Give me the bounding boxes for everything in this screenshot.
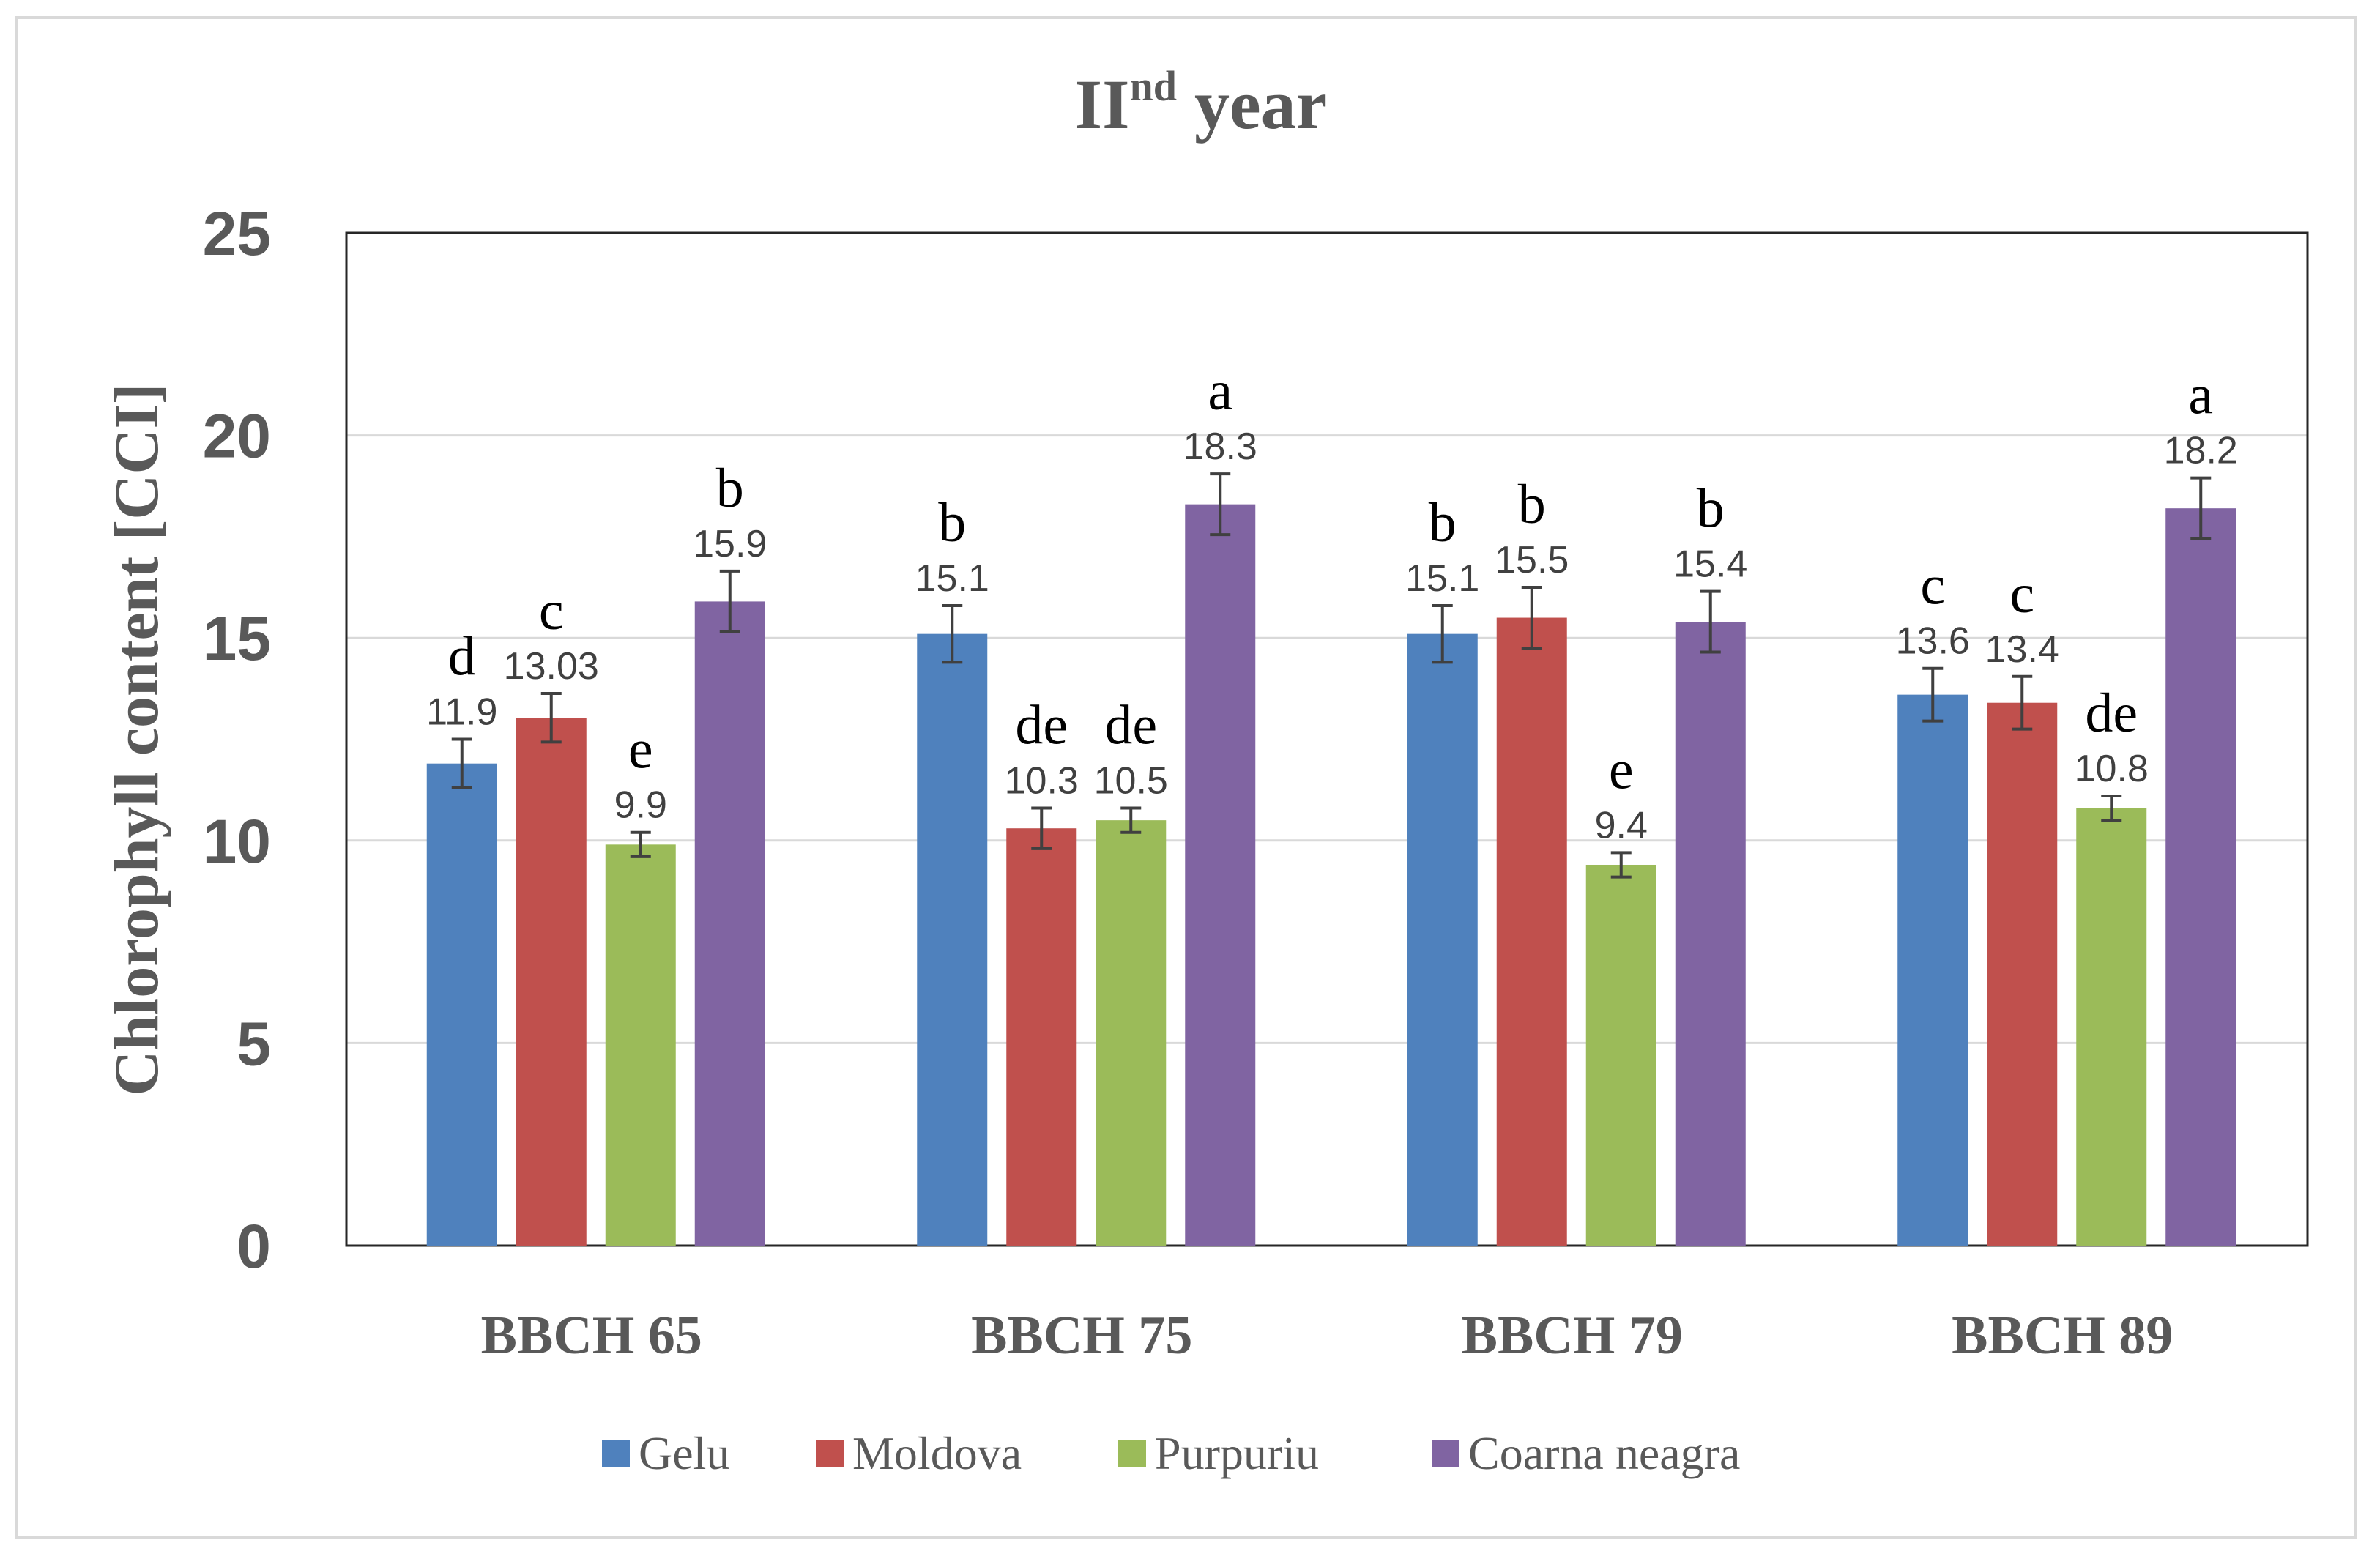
significance-letter: b <box>716 458 744 519</box>
bar <box>2165 508 2236 1246</box>
bars: 11.9d 13.03c9.9e15.9b15.1b10.3de10.5de18.… <box>426 360 2238 1246</box>
data-label: 15.1 <box>915 557 989 600</box>
bar <box>1096 820 1167 1246</box>
y-tick-label: 15 <box>203 604 271 673</box>
bar <box>1675 622 1746 1246</box>
bar <box>1987 702 2058 1246</box>
bar <box>694 601 765 1246</box>
data-label: 15.9 <box>693 523 767 565</box>
data-label: 15.4 <box>1673 543 1747 586</box>
data-label: 10.3 <box>1005 760 1079 803</box>
significance-letter: e <box>1609 739 1634 800</box>
bar <box>1407 633 1478 1246</box>
x-tick-label: BBCH 89 <box>1952 1306 2173 1366</box>
chart-title: IInd year <box>1075 62 1327 144</box>
data-label: 9.4 <box>1595 804 1648 847</box>
y-tick-label: 20 <box>203 402 271 471</box>
data-label: 18.2 <box>2164 430 2238 472</box>
legend-swatch <box>602 1440 630 1467</box>
bar <box>1585 864 1656 1246</box>
significance-letter: a <box>1208 360 1232 422</box>
legend-swatch <box>1432 1440 1459 1467</box>
x-tick-label: BBCH 79 <box>1462 1306 1683 1366</box>
significance-letter: b <box>1697 478 1725 540</box>
significance-letter: e <box>628 719 653 781</box>
bar <box>1496 617 1567 1246</box>
x-tick-label: BBCH 75 <box>971 1306 1192 1366</box>
data-label: 10.8 <box>2075 748 2149 790</box>
legend-label: Purpuriu <box>1155 1427 1319 1479</box>
legend-label: Coarna neagra <box>1468 1427 1740 1479</box>
data-label: 9.9 <box>614 784 667 827</box>
x-tick-label: BBCH 65 <box>481 1306 702 1366</box>
bar <box>1006 828 1077 1246</box>
y-tick-label: 0 <box>237 1212 271 1281</box>
data-label: 13.4 <box>1985 628 2059 671</box>
bar <box>516 718 587 1246</box>
significance-letter: b <box>938 492 966 554</box>
significance-letter: de <box>1015 695 1068 756</box>
legend-swatch <box>1118 1440 1146 1467</box>
significance-letter: d <box>448 626 476 688</box>
bar <box>1897 694 1968 1246</box>
data-label: 10.5 <box>1094 760 1168 803</box>
bar <box>605 844 676 1246</box>
legend-label: Gelu <box>639 1427 729 1479</box>
significance-letter: b <box>1518 474 1546 535</box>
plot-area <box>345 231 2309 1247</box>
significance-letter: a <box>2188 365 2213 426</box>
significance-letter: de <box>1104 695 1157 756</box>
legend: Gelu Moldova Purpuriu Coarna neagra <box>602 1427 1740 1479</box>
data-label: 13.6 <box>1896 620 1970 663</box>
x-axis-ticks: BBCH 65 BBCH 75 BBCH 79 BBCH 89 <box>481 1306 2173 1366</box>
data-label: 11.9 <box>426 691 497 734</box>
bar <box>426 763 497 1246</box>
significance-letter: de <box>2085 682 2138 744</box>
data-label: 18.3 <box>1183 425 1257 468</box>
significance-letter: c <box>2009 563 2034 625</box>
significance-letter: c <box>539 580 564 641</box>
bar <box>1185 504 1256 1246</box>
legend-label: Moldova <box>852 1427 1022 1479</box>
data-label: 15.1 <box>1405 557 1479 600</box>
legend-swatch <box>816 1440 844 1467</box>
bar <box>917 633 988 1246</box>
y-tick-label: 5 <box>237 1009 271 1078</box>
data-label: 15.5 <box>1495 539 1569 581</box>
significance-letter: c <box>1920 555 1945 617</box>
y-tick-label: 10 <box>203 807 271 876</box>
data-label: 13.03 <box>504 645 599 688</box>
y-axis-ticks: 0 5 10 15 20 25 <box>203 199 271 1281</box>
y-tick-label: 25 <box>203 199 271 268</box>
bar <box>2076 808 2147 1246</box>
y-axis-label: Chlorophyll content [CCI] <box>101 383 171 1095</box>
significance-letter: b <box>1429 492 1457 554</box>
